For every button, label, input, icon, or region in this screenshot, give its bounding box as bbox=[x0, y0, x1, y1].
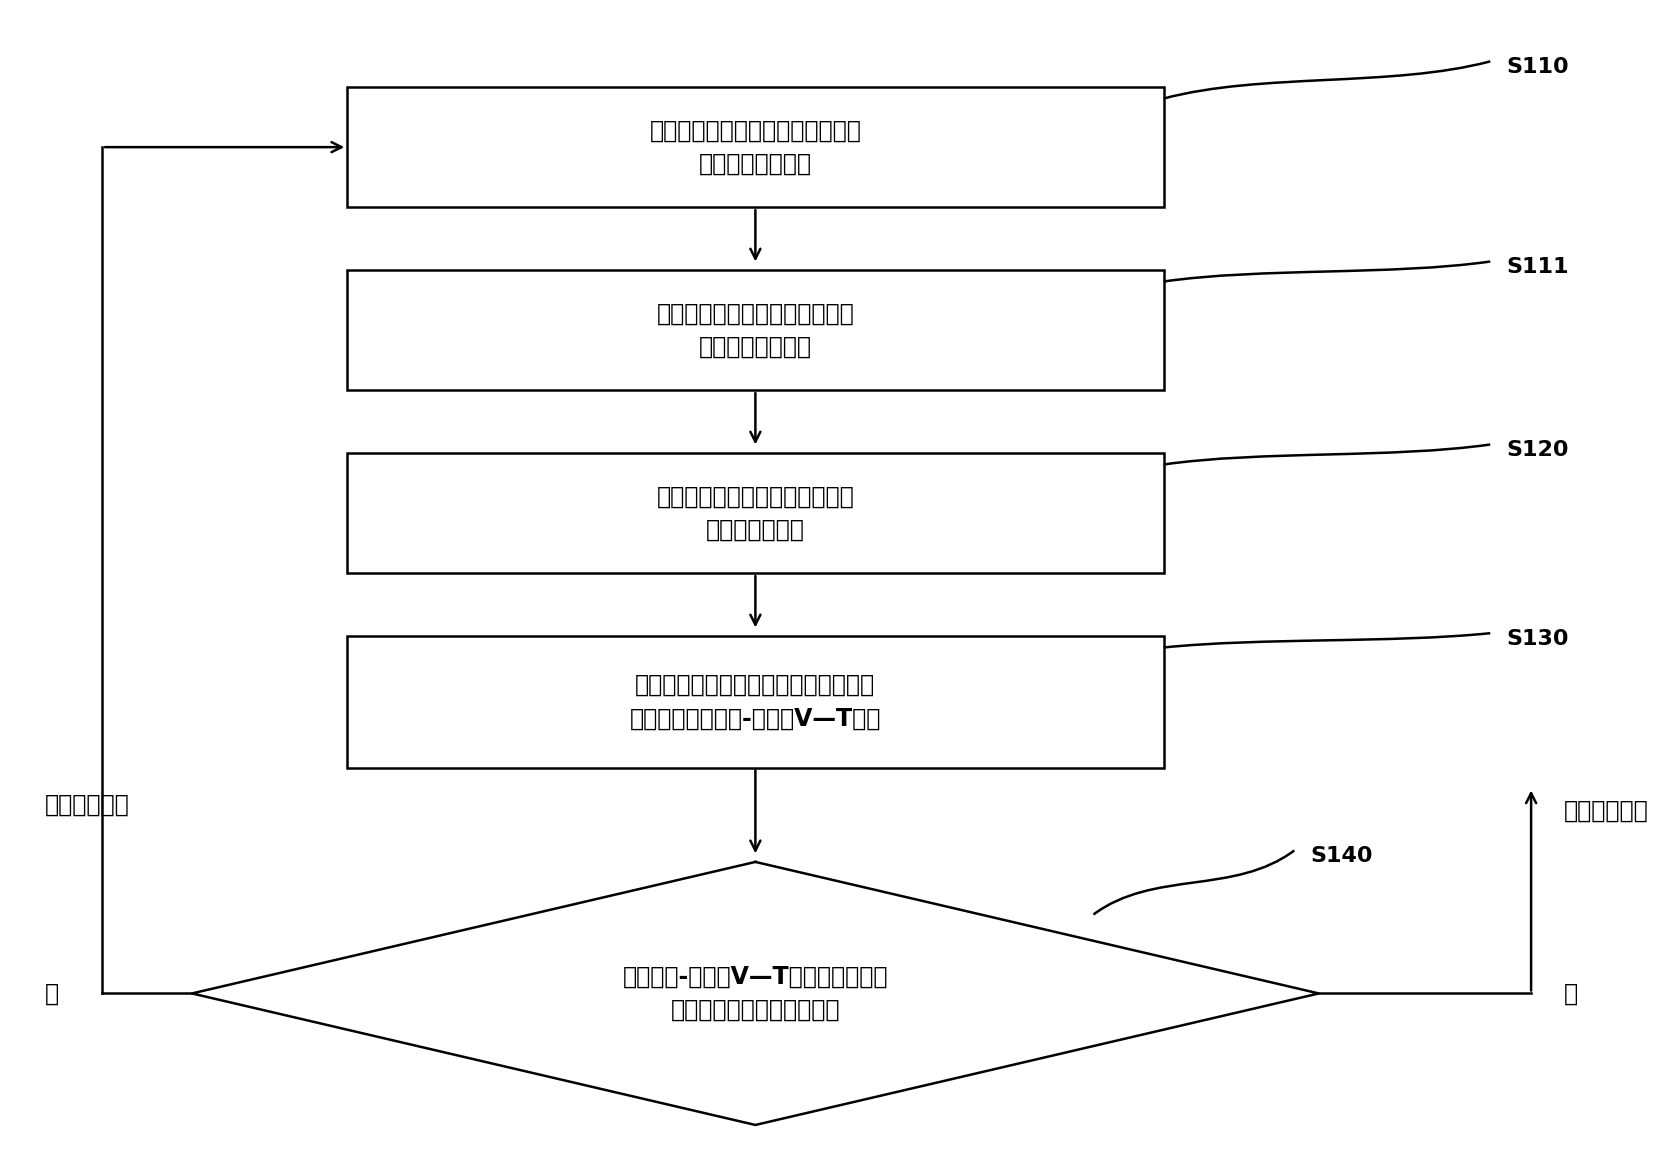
Text: 根据伽马电压组调试第二液晶层，获得
第二液晶层的电压-透光率V—T曲线: 根据伽马电压组调试第二液晶层，获得 第二液晶层的电压-透光率V—T曲线 bbox=[631, 673, 881, 730]
Text: S120: S120 bbox=[1506, 440, 1570, 460]
Text: 根据赋值后的标准伽马调整曲线
绘制伽马调整曲线: 根据赋值后的标准伽马调整曲线 绘制伽马调整曲线 bbox=[657, 302, 854, 359]
Text: 定版伽马电压: 定版伽马电压 bbox=[1565, 798, 1648, 823]
Text: 参数重新赋值: 参数重新赋值 bbox=[45, 793, 130, 817]
Text: 否: 否 bbox=[45, 982, 58, 1006]
Text: 是: 是 bbox=[1565, 982, 1578, 1006]
Bar bbox=[347, 88, 1164, 207]
Text: 将第二液晶层的标准伽马调整曲线
中的参数进行赋值: 将第二液晶层的标准伽马调整曲线 中的参数进行赋值 bbox=[649, 119, 861, 176]
Text: 判断电压-透光率V—T曲线与赋值后的
标准伽马调整曲线是否贴合: 判断电压-透光率V—T曲线与赋值后的 标准伽马调整曲线是否贴合 bbox=[622, 964, 887, 1022]
Text: S140: S140 bbox=[1311, 847, 1373, 866]
Bar bbox=[347, 453, 1164, 574]
Text: S111: S111 bbox=[1506, 257, 1570, 278]
Text: S110: S110 bbox=[1506, 58, 1570, 77]
Bar bbox=[347, 270, 1164, 391]
Text: S130: S130 bbox=[1506, 629, 1570, 649]
Text: 根据赋值后的标准伽马调整曲线
获得伽马电压组: 根据赋值后的标准伽马调整曲线 获得伽马电压组 bbox=[657, 484, 854, 541]
Bar bbox=[347, 636, 1164, 767]
Polygon shape bbox=[192, 862, 1319, 1126]
